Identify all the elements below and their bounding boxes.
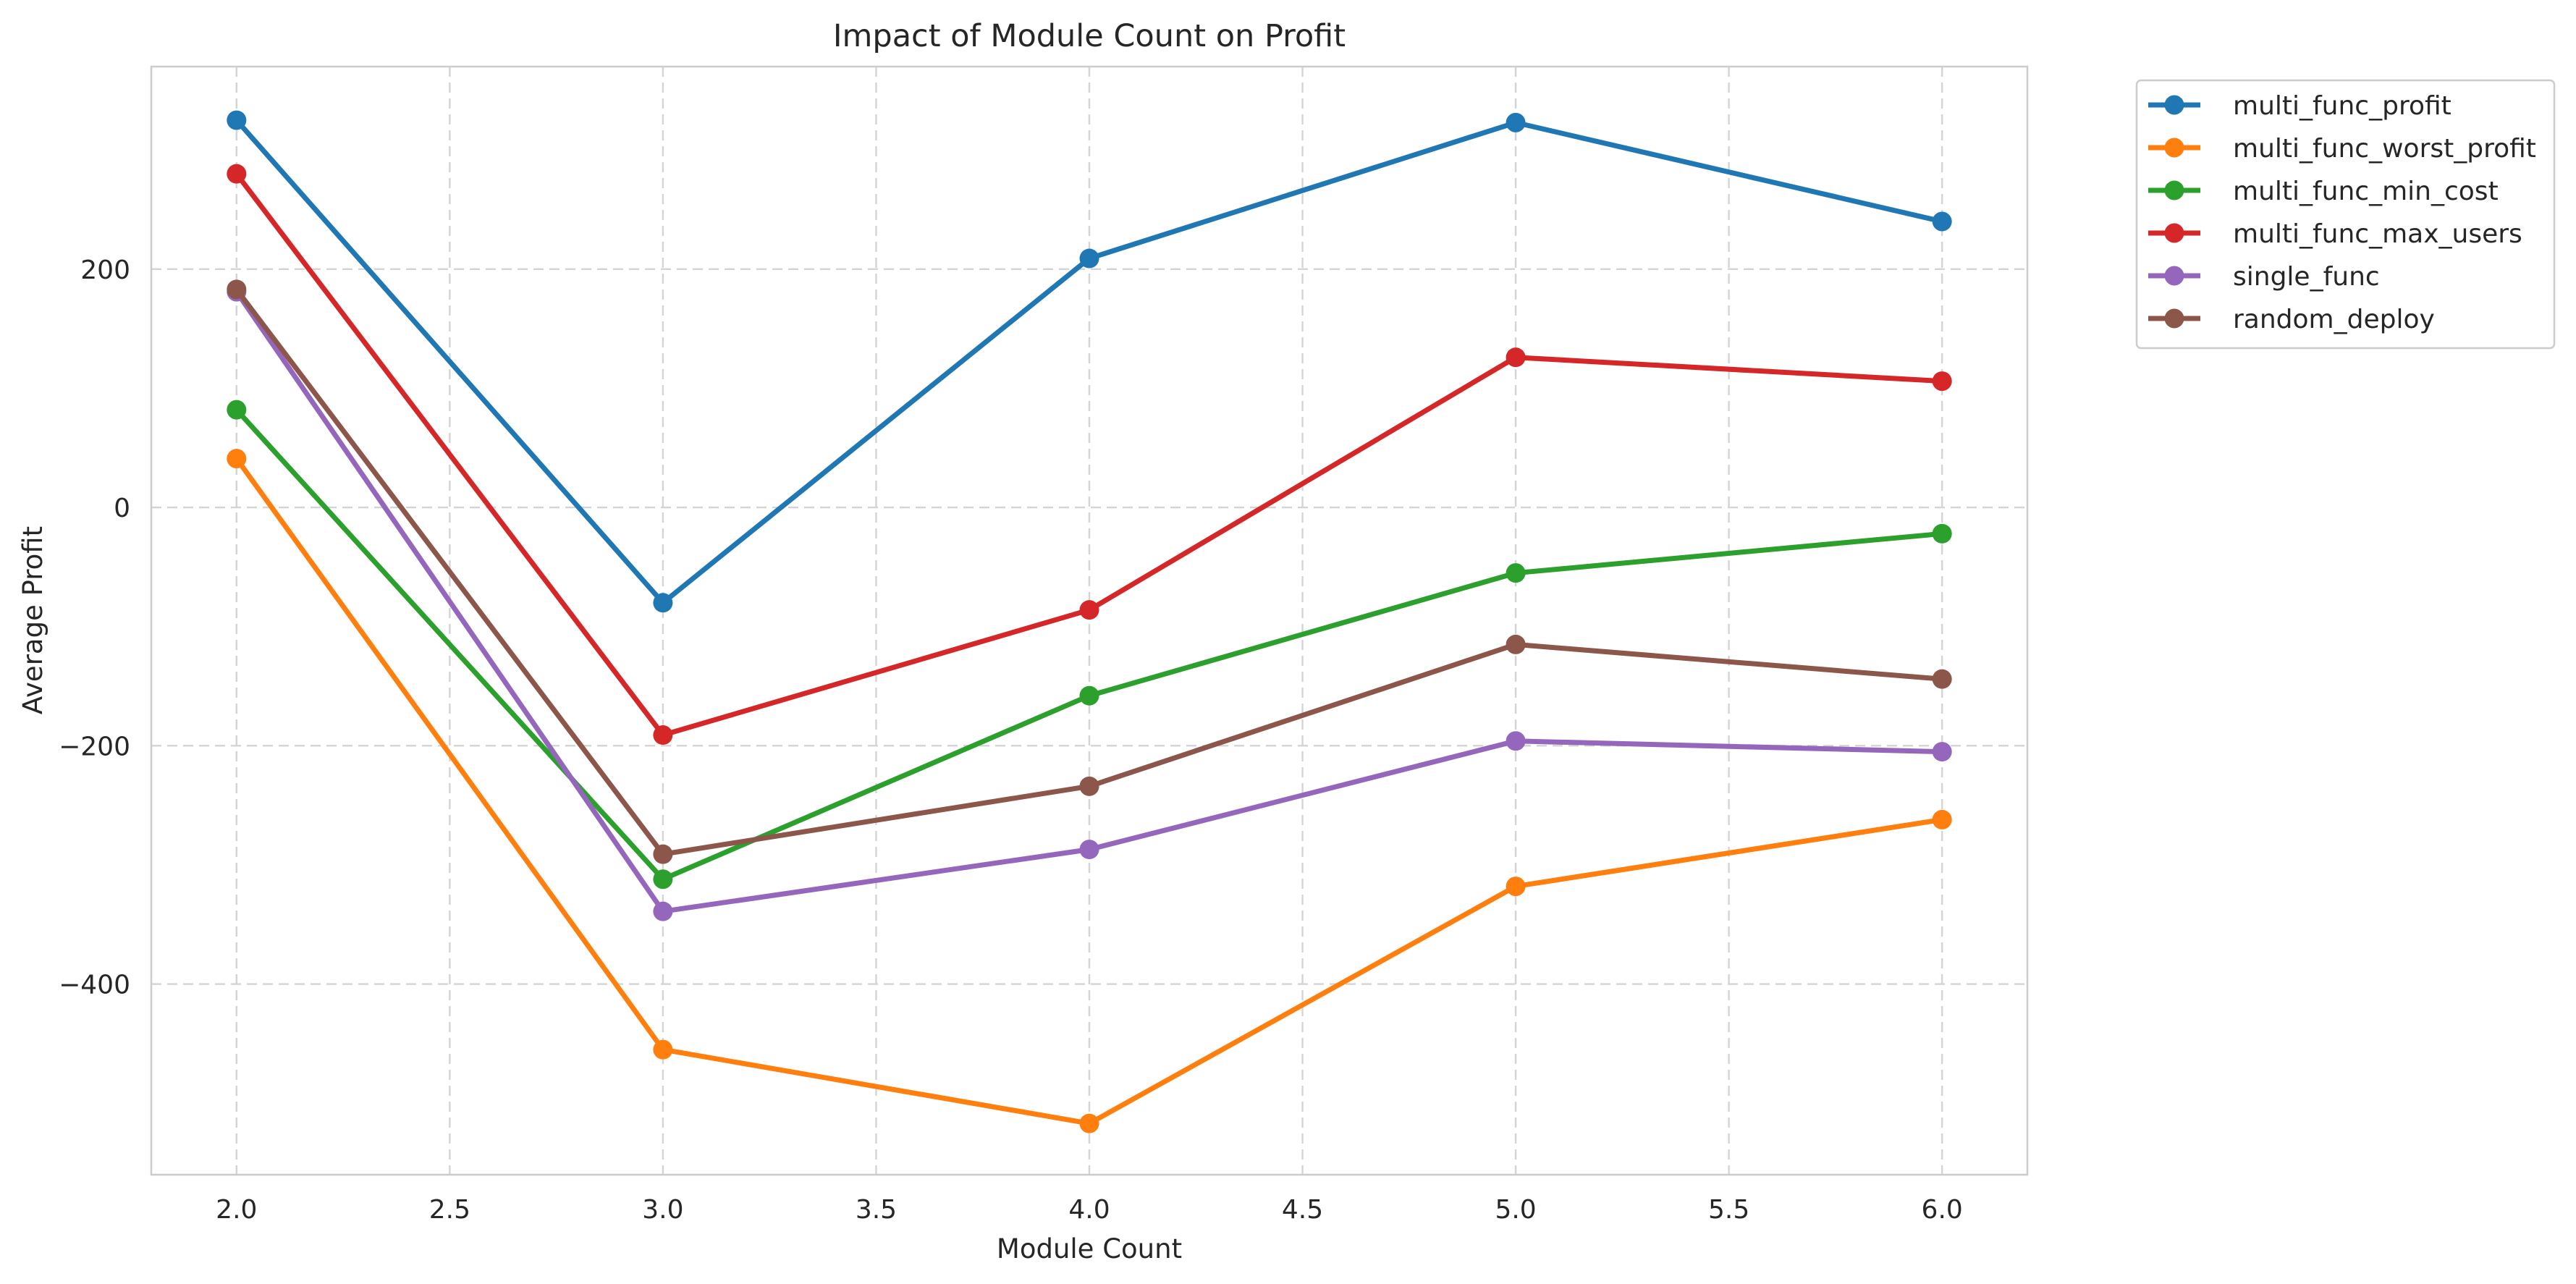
- x-tick-label: 3.5: [856, 1195, 897, 1225]
- series-multi_func_profit: [227, 110, 1952, 613]
- legend-item: multi_func_worst_profit: [2148, 134, 2536, 164]
- data-point: [1079, 600, 1099, 620]
- data-point: [1506, 112, 1526, 132]
- x-tick-label: 4.0: [1068, 1195, 1110, 1225]
- x-axis-ticks: 2.0 2.5 3.0 3.5 4.0 4.5 5.0 5.5 6.0: [216, 1195, 1963, 1225]
- data-point: [1079, 1113, 1099, 1133]
- legend-marker: [2164, 223, 2184, 243]
- legend-item: random_deploy: [2148, 305, 2435, 334]
- data-point: [1932, 809, 1952, 829]
- y-tick-label: −400: [59, 971, 130, 1000]
- data-point: [227, 110, 247, 130]
- y-axis-label: Average Profit: [17, 526, 48, 714]
- y-tick-label: −200: [59, 732, 130, 761]
- data-point: [653, 725, 673, 746]
- legend-label: single_func: [2233, 262, 2380, 292]
- y-axis-ticks: −400 −200 0 200: [59, 255, 130, 1000]
- data-point: [653, 869, 673, 890]
- data-point: [1506, 563, 1526, 583]
- y-tick-label: 200: [80, 255, 130, 285]
- legend-label: random_deploy: [2233, 305, 2435, 334]
- data-point: [1506, 347, 1526, 368]
- data-point: [653, 844, 673, 864]
- data-point: [653, 1039, 673, 1060]
- data-point: [1079, 685, 1099, 706]
- legend-marker: [2164, 180, 2184, 200]
- legend-frame: [2135, 79, 2556, 350]
- x-tick-label: 2.0: [216, 1195, 257, 1225]
- legend-item: multi_func_min_cost: [2148, 177, 2499, 206]
- series-multi_func_worst_profit: [227, 449, 1952, 1133]
- y-tick-label: 0: [114, 494, 130, 523]
- x-axis-label: Module Count: [997, 1233, 1182, 1264]
- legend-label: multi_func_worst_profit: [2233, 134, 2536, 164]
- legend-item: single_func: [2148, 262, 2380, 292]
- legend-marker: [2164, 266, 2184, 286]
- x-tick-label: 5.5: [1708, 1195, 1749, 1225]
- x-tick-label: 3.0: [642, 1195, 683, 1225]
- x-tick-label: 5.0: [1495, 1195, 1536, 1225]
- data-point: [227, 449, 247, 469]
- grid: [151, 67, 2027, 1175]
- legend-label: multi_func_profit: [2233, 91, 2452, 121]
- data-point: [653, 593, 673, 613]
- data-point: [1079, 248, 1099, 269]
- data-point: [1506, 877, 1526, 897]
- data-point: [653, 901, 673, 921]
- data-point: [1932, 523, 1952, 544]
- x-tick-label: 4.5: [1282, 1195, 1323, 1225]
- data-point: [1506, 634, 1526, 654]
- data-point: [1506, 731, 1526, 751]
- legend: multi_func_profit multi_func_worst_profit…: [2135, 79, 2556, 350]
- chart-title: Impact of Module Count on Profit: [833, 18, 1346, 54]
- series-layer: [227, 110, 1952, 1133]
- x-tick-label: 6.0: [1922, 1195, 1963, 1225]
- data-point: [227, 279, 247, 300]
- legend-marker: [2164, 308, 2184, 329]
- series-multi_func_min_cost: [227, 400, 1952, 890]
- series-random_deploy: [227, 279, 1952, 864]
- legend-label: multi_func_max_users: [2233, 219, 2522, 249]
- data-point: [227, 400, 247, 420]
- data-point: [1932, 742, 1952, 762]
- plot-area-frame: [150, 65, 2029, 1176]
- legend-item: multi_func_max_users: [2148, 219, 2522, 249]
- x-tick-label: 2.5: [429, 1195, 470, 1225]
- series-multi_func_max_users: [227, 164, 1952, 746]
- data-point: [1932, 669, 1952, 689]
- data-point: [1932, 371, 1952, 392]
- legend-items: multi_func_profit multi_func_worst_profit…: [2148, 91, 2536, 334]
- data-point: [227, 164, 247, 184]
- legend-item: multi_func_profit: [2148, 91, 2452, 121]
- legend-label: multi_func_min_cost: [2233, 177, 2499, 206]
- data-point: [1079, 840, 1099, 860]
- data-point: [1079, 776, 1099, 796]
- legend-marker: [2164, 138, 2184, 158]
- data-point: [1932, 211, 1952, 232]
- legend-marker: [2164, 95, 2184, 115]
